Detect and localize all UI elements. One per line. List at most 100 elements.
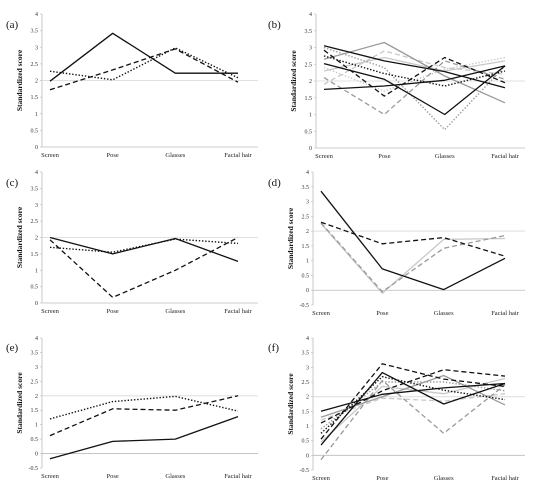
y-tick-label: 2.5 [31, 379, 39, 385]
category-label: Facial hair [491, 153, 519, 160]
category-label: Glasses [435, 153, 455, 160]
series-line-7 [320, 381, 506, 430]
panel-label: (a) [6, 19, 19, 31]
y-tick-label: 1.5 [31, 95, 39, 101]
y-tick-label: 0.5 [302, 439, 310, 445]
y-tick-label: 1 [306, 424, 309, 430]
y-tick-label: 2 [309, 79, 312, 85]
series-line-1 [323, 62, 506, 116]
y-tick-label: 0.5 [31, 285, 39, 291]
y-tick-label: 3.5 [302, 351, 310, 357]
y-tick-label: 0 [35, 145, 38, 151]
y-tick-label: 3.5 [31, 350, 39, 356]
y-tick-label: 2 [35, 79, 38, 85]
y-tick-label: 4 [306, 170, 309, 176]
y-tick-label: 4 [35, 170, 38, 176]
category-label: Glasses [165, 308, 185, 315]
y-tick-label: 1.5 [31, 408, 39, 414]
panel-1: (b) Standardized score 0 0.5 1 1.5 2 2.5 3 3.5 4 Sc… [268, 12, 525, 160]
panel-label: (d) [268, 177, 281, 189]
y-tick-label: 1.5 [302, 409, 310, 415]
y-tick-label: 1 [35, 112, 38, 118]
y-tick-label: 3 [35, 203, 38, 209]
series-line-4 [323, 55, 506, 87]
panel-3: (d) Standardized score -0.5 0 0.5 1 1.5 2 2.5 3 3.… [268, 170, 525, 317]
category-label: Glasses [434, 310, 454, 317]
y-tick-label: 3 [35, 365, 38, 371]
panel-5: (f) Standardized score -0.5 0 0.5 1 1.5 2 2.5 3 3.… [268, 336, 525, 482]
series-line-2 [323, 65, 506, 91]
panel-2: (c) Standardized score 0 0.5 1 1.5 2 2.5 3 3.5 4 Sc… [6, 170, 258, 315]
category-label: Facial hair [224, 308, 252, 315]
category-label: Pose [378, 153, 390, 160]
y-tick-label: 4 [306, 336, 309, 342]
series-line-1 [49, 395, 239, 437]
category-label: Pose [107, 473, 119, 480]
y-tick-label: 4 [309, 12, 312, 18]
y-tick-label: 2 [306, 395, 309, 401]
y-tick-label: 2.5 [31, 219, 39, 225]
y-tick-label: 0.5 [31, 128, 39, 134]
series-line-2 [320, 382, 506, 412]
y-tick-label: -0.5 [29, 466, 39, 472]
series-line-2 [320, 222, 506, 293]
y-axis-label: Standardized score [286, 207, 295, 269]
series-line-3 [320, 223, 506, 294]
y-axis-label: Standardized score [15, 372, 24, 434]
panel-label: (b) [268, 19, 281, 31]
panel-4: (e) Standardized score -0.5 0 0.5 1 1.5 2 2.5 3 3.… [6, 336, 258, 480]
series-line-4 [320, 376, 506, 434]
y-tick-label: 2 [35, 236, 38, 242]
category-label: Screen [41, 473, 59, 480]
category-label: Screen [312, 475, 330, 482]
category-label: Pose [107, 308, 119, 315]
panel-0: (a) Standardized score 0 0.5 1 1.5 2 2.5 3 3.5 4 Sc… [6, 12, 258, 159]
y-tick-label: 3 [35, 45, 38, 51]
y-tick-label: 2.5 [302, 380, 310, 386]
series-line-0 [49, 415, 239, 460]
category-label: Facial hair [491, 475, 519, 482]
category-label: Pose [107, 152, 119, 159]
panel-label: (e) [6, 342, 19, 354]
series-line-5 [320, 379, 506, 461]
y-tick-label: 2 [35, 394, 38, 400]
y-tick-label: 3 [309, 46, 312, 52]
y-tick-label: 2.5 [305, 62, 313, 68]
y-tick-label: 1.5 [302, 244, 310, 250]
series-line-6 [323, 60, 506, 116]
series-line-8 [323, 56, 506, 72]
series-line-2 [49, 395, 239, 420]
category-label: Screen [41, 152, 59, 159]
series-line-0 [49, 236, 239, 263]
y-axis-label: Standardized score [15, 49, 24, 111]
y-tick-label: 3.5 [302, 185, 310, 191]
series-line-3 [323, 49, 506, 97]
y-tick-label: 3 [306, 200, 309, 206]
y-tick-label: 1 [309, 113, 312, 119]
series-line-0 [320, 371, 506, 446]
y-tick-label: 0 [309, 146, 312, 152]
y-tick-label: 1 [35, 423, 38, 429]
series-line-0 [323, 45, 506, 89]
y-tick-label: 0 [35, 452, 38, 458]
y-tick-label: 2.5 [302, 214, 310, 220]
series-line-1 [320, 363, 506, 440]
panel-label: (f) [268, 342, 279, 354]
y-axis-label: Standardized score [15, 206, 24, 268]
y-tick-label: 2.5 [31, 62, 39, 68]
category-label: Screen [315, 153, 333, 160]
category-label: Facial hair [224, 152, 252, 159]
series-line-3 [320, 369, 506, 424]
y-tick-label: 3.5 [31, 186, 39, 192]
y-tick-label: -0.5 [300, 468, 310, 474]
category-label: Glasses [434, 475, 454, 482]
y-tick-label: 4 [35, 12, 38, 18]
y-tick-label: 3 [306, 365, 309, 371]
category-label: Pose [376, 475, 388, 482]
y-tick-label: 1 [35, 268, 38, 274]
series-line-0 [320, 190, 506, 291]
y-tick-label: 0 [35, 301, 38, 307]
panel-label: (c) [6, 177, 19, 189]
series-line-1 [320, 221, 506, 257]
